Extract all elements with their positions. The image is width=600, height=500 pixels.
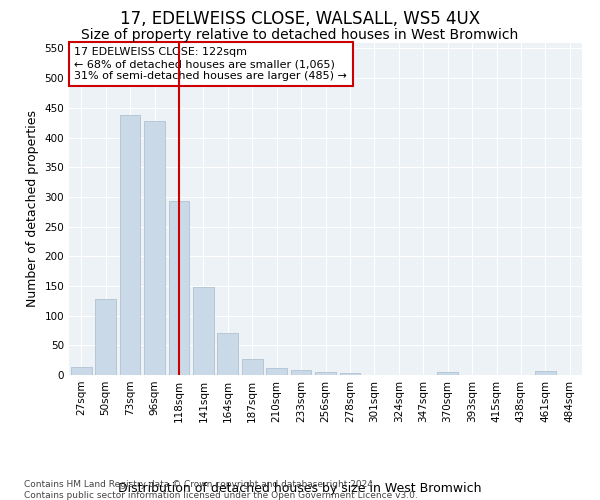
Bar [193,287,214,375]
Bar [169,201,190,375]
Y-axis label: Number of detached properties: Number of detached properties [26,110,39,307]
Bar [266,368,287,375]
Bar [315,372,336,375]
Bar [217,334,238,375]
Bar [95,299,116,375]
Text: 17, EDELWEISS CLOSE, WALSALL, WS5 4UX: 17, EDELWEISS CLOSE, WALSALL, WS5 4UX [120,10,480,28]
Bar [242,359,263,375]
Bar [119,115,140,375]
Text: Contains HM Land Registry data © Crown copyright and database right 2024.
Contai: Contains HM Land Registry data © Crown c… [24,480,418,500]
Bar [535,372,556,375]
Bar [437,372,458,375]
Text: Size of property relative to detached houses in West Bromwich: Size of property relative to detached ho… [82,28,518,42]
Text: Distribution of detached houses by size in West Bromwich: Distribution of detached houses by size … [118,482,482,495]
Bar [290,370,311,375]
Bar [340,372,361,375]
Bar [144,121,165,375]
Text: 17 EDELWEISS CLOSE: 122sqm
← 68% of detached houses are smaller (1,065)
31% of s: 17 EDELWEISS CLOSE: 122sqm ← 68% of deta… [74,48,347,80]
Bar [71,366,92,375]
